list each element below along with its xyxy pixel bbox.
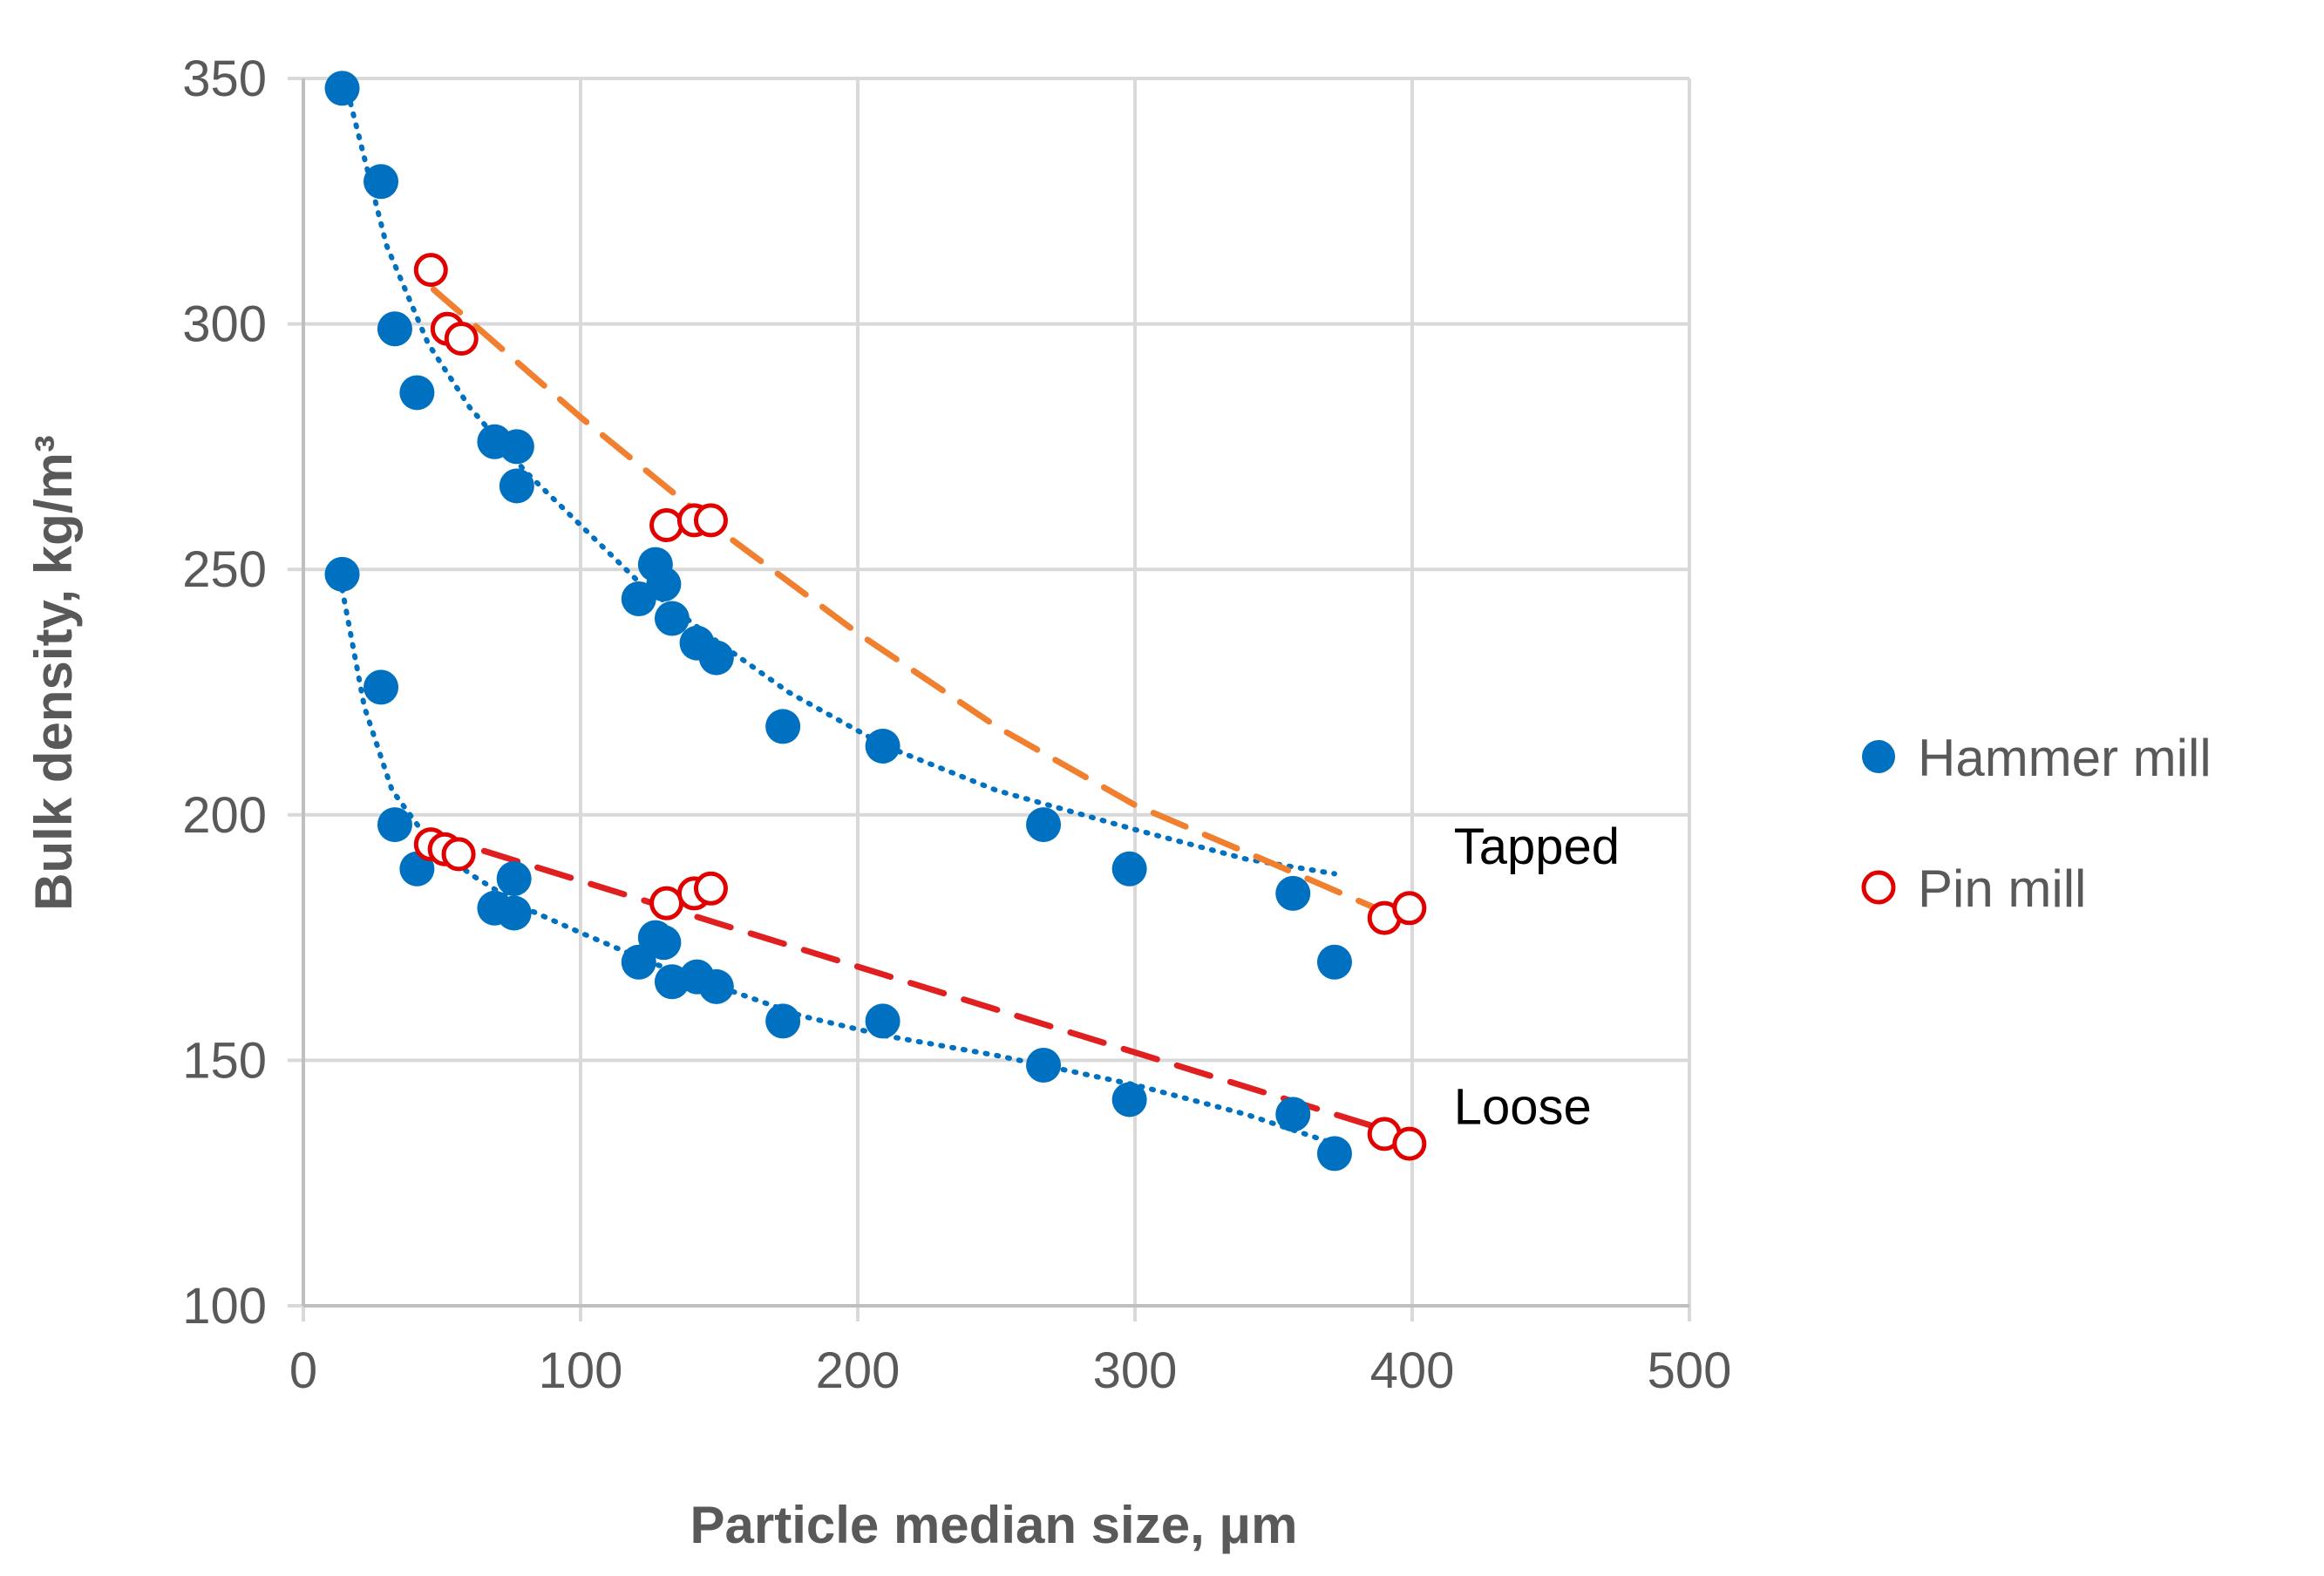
hammer-mill-point-loose [698,968,734,1004]
hammer-mill-point-loose [1026,1048,1062,1084]
hammer-mill-point-tapped [654,601,690,636]
y-tick-label: 200 [182,787,267,844]
legend-hammer-label: Hammer mill [1918,729,2212,787]
pin-mill-point-tapped [693,503,728,538]
legend-item-hammer-mill[interactable]: Hammer mill [1862,729,2212,787]
y-axis-title: Bulk density, kg/m³ [24,435,83,911]
x-tick-label: 400 [1370,1342,1455,1399]
x-tick-label: 0 [289,1342,317,1399]
data-points [324,71,1427,1172]
x-tick-label: 500 [1648,1342,1732,1399]
pin-mill-point-loose [649,886,684,920]
legend-item-pin-mill[interactable]: Pin mill [1861,859,2086,918]
y-tick-label: 350 [182,51,267,107]
hammer-mill-point-tapped [499,429,534,465]
hammer-mill-point-loose [1111,1082,1147,1117]
hammer-mill-point-loose [865,1003,900,1039]
pin-mill-point-tapped [444,321,479,356]
gridlines [288,77,1691,1321]
hammer-mill-point-loose [1275,1097,1311,1132]
hammer-mill-point-tapped [1275,875,1311,911]
x-axis-title: Particle median size, μm [690,1496,1297,1554]
annotation-tapped: Tapped [1454,819,1620,875]
hammer-mill-point-tapped [364,164,399,200]
legend-hammer-marker [1862,740,1895,773]
pin-mill-point-loose [693,871,728,906]
x-tick-label: 100 [539,1342,623,1399]
hammer-mill-point-loose [496,861,532,897]
trendline-loose-pin-mill-fit [427,831,1402,1138]
y-tick-label: 100 [182,1278,267,1335]
hammer-mill-point-tapped [499,468,534,504]
y-tick-label: 250 [182,541,267,598]
pin-mill-point-tapped [649,508,684,543]
hammer-mill-point-loose [364,669,399,705]
hammer-mill-point-tapped [621,581,656,616]
annotations: Tapped Loose [1454,819,1620,1135]
hammer-mill-point-tapped [399,375,435,411]
legend-pin-label: Pin mill [1918,859,2086,918]
x-tick-label: 300 [1093,1342,1178,1399]
trendlines [339,100,1402,1147]
hammer-mill-point-tapped [324,71,360,106]
tick-labels: 0 100 200 300 400 500 100 150 200 250 300 350 [182,51,1731,1399]
hammer-mill-point-loose [646,925,682,961]
pin-mill-point-loose [1392,1126,1427,1161]
hammer-mill-point-tapped [765,709,801,744]
legend-pin-marker [1861,870,1896,905]
pin-mill-point-tapped [1392,891,1427,926]
hammer-mill-point-loose [1316,1136,1352,1172]
hammer-mill-point-tapped [1316,944,1352,980]
y-tick-label: 300 [182,296,267,353]
hammer-mill-point-tapped [377,311,412,347]
hammer-mill-point-loose [377,807,412,843]
pin-mill-point-loose [441,837,476,872]
hammer-mill-point-tapped [1026,807,1062,843]
hammer-mill-point-loose [621,944,656,980]
trendline-tapped-hammer-mill-fit [348,100,1337,877]
hammer-mill-point-loose [496,895,532,931]
hammer-mill-point-tapped [865,728,900,764]
legend: Hammer mill Pin mill [1861,729,2212,918]
x-tick-label: 200 [816,1342,900,1399]
hammer-mill-point-loose [765,1003,801,1039]
pin-mill-point-tapped [413,253,448,288]
annotation-loose: Loose [1454,1079,1592,1136]
trendline-tapped-pin-mill-fit [430,286,1402,921]
hammer-mill-point-loose [324,556,360,592]
hammer-mill-point-tapped [698,640,734,676]
hammer-mill-point-tapped [1111,851,1147,886]
y-tick-label: 150 [182,1032,267,1089]
